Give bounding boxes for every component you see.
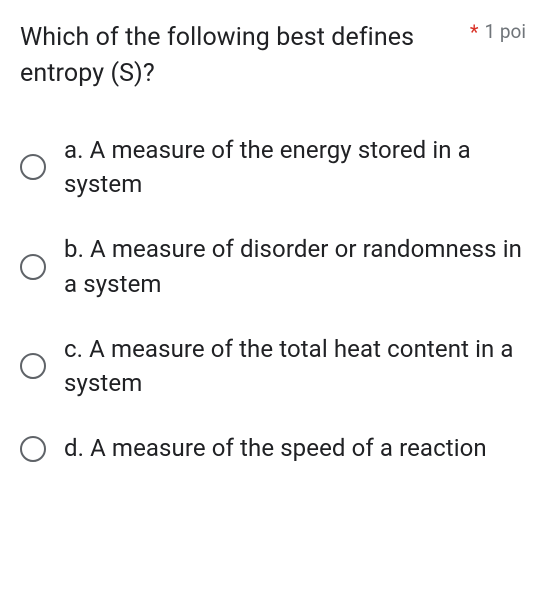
option-label: d. A measure of the speed of a reaction <box>64 431 487 466</box>
question-header: Which of the following best defines entr… <box>20 20 526 93</box>
radio-icon[interactable] <box>20 154 46 180</box>
option-c[interactable]: c. A measure of the total heat content i… <box>20 332 526 402</box>
radio-icon[interactable] <box>20 353 46 379</box>
required-asterisk: * <box>470 20 479 44</box>
option-label: b. A measure of disorder or randomness i… <box>64 232 526 302</box>
radio-icon[interactable] <box>20 254 46 280</box>
radio-icon[interactable] <box>20 436 46 462</box>
question-text: Which of the following best defines entr… <box>20 20 462 93</box>
option-d[interactable]: d. A measure of the speed of a reaction <box>20 431 526 466</box>
option-label: c. A measure of the total heat content i… <box>64 332 526 402</box>
options-container: a. A measure of the energy stored in a s… <box>20 133 526 467</box>
option-label: a. A measure of the energy stored in a s… <box>64 133 526 203</box>
option-a[interactable]: a. A measure of the energy stored in a s… <box>20 133 526 203</box>
option-b[interactable]: b. A measure of disorder or randomness i… <box>20 232 526 302</box>
points-label: 1 poi <box>484 20 526 43</box>
